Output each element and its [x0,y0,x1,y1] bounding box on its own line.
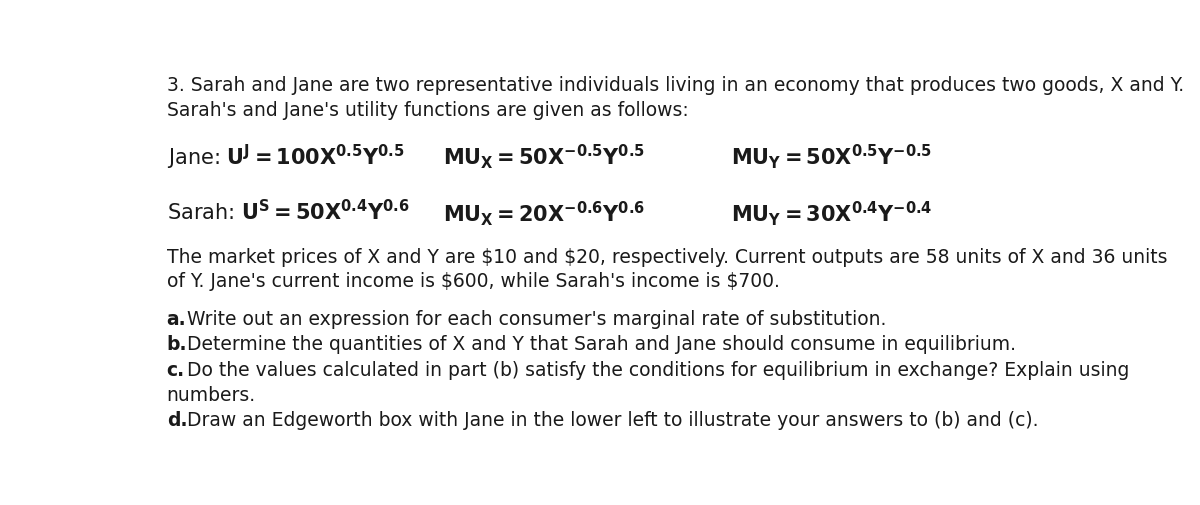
Text: numbers.: numbers. [167,385,256,404]
Text: The market prices of X and Y are \$10 and \$20, respectively. Current outputs ar: The market prices of X and Y are \$10 an… [167,247,1168,266]
Text: c.: c. [167,360,185,379]
Text: b.: b. [167,335,187,353]
Text: Do the values calculated in part (b) satisfy the conditions for equilibrium in e: Do the values calculated in part (b) sat… [181,360,1129,379]
Text: of Y. Jane's current income is \$600, while Sarah's income is \$700.: of Y. Jane's current income is \$600, wh… [167,272,780,291]
Text: Sarah's and Jane's utility functions are given as follows:: Sarah's and Jane's utility functions are… [167,101,689,120]
Text: Jane: $\mathbf{U^J = 100X^{0.5}Y^{0.5}}$: Jane: $\mathbf{U^J = 100X^{0.5}Y^{0.5}}$ [167,142,404,171]
Text: $\mathbf{MU_X = 50X^{-0.5}Y^{0.5}}$: $\mathbf{MU_X = 50X^{-0.5}Y^{0.5}}$ [443,142,644,171]
Text: $\mathbf{MU_Y = 50X^{0.5}Y^{-0.5}}$: $\mathbf{MU_Y = 50X^{0.5}Y^{-0.5}}$ [731,142,932,171]
Text: Write out an expression for each consumer's marginal rate of substitution.: Write out an expression for each consume… [181,310,887,328]
Text: d.: d. [167,411,187,430]
Text: Draw an Edgeworth box with Jane in the lower left to illustrate your answers to : Draw an Edgeworth box with Jane in the l… [181,411,1039,430]
Text: Sarah: $\mathbf{U^S = 50X^{0.4}Y^{0.6}}$: Sarah: $\mathbf{U^S = 50X^{0.4}Y^{0.6}}$ [167,198,409,224]
Text: $\mathbf{MU_X = 20X^{-0.6}Y^{0.6}}$: $\mathbf{MU_X = 20X^{-0.6}Y^{0.6}}$ [443,198,644,227]
Text: $\mathbf{MU_Y = 30X^{0.4}Y^{-0.4}}$: $\mathbf{MU_Y = 30X^{0.4}Y^{-0.4}}$ [731,198,932,227]
Text: a.: a. [167,310,186,328]
Text: 3. Sarah and Jane are two representative individuals living in an economy that p: 3. Sarah and Jane are two representative… [167,76,1184,95]
Text: Determine the quantities of X and Y that Sarah and Jane should consume in equili: Determine the quantities of X and Y that… [181,335,1016,353]
